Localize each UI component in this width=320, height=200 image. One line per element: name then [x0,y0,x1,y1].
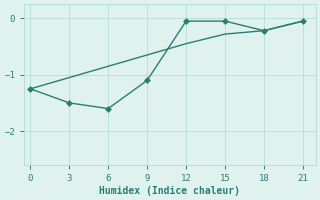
X-axis label: Humidex (Indice chaleur): Humidex (Indice chaleur) [100,186,240,196]
